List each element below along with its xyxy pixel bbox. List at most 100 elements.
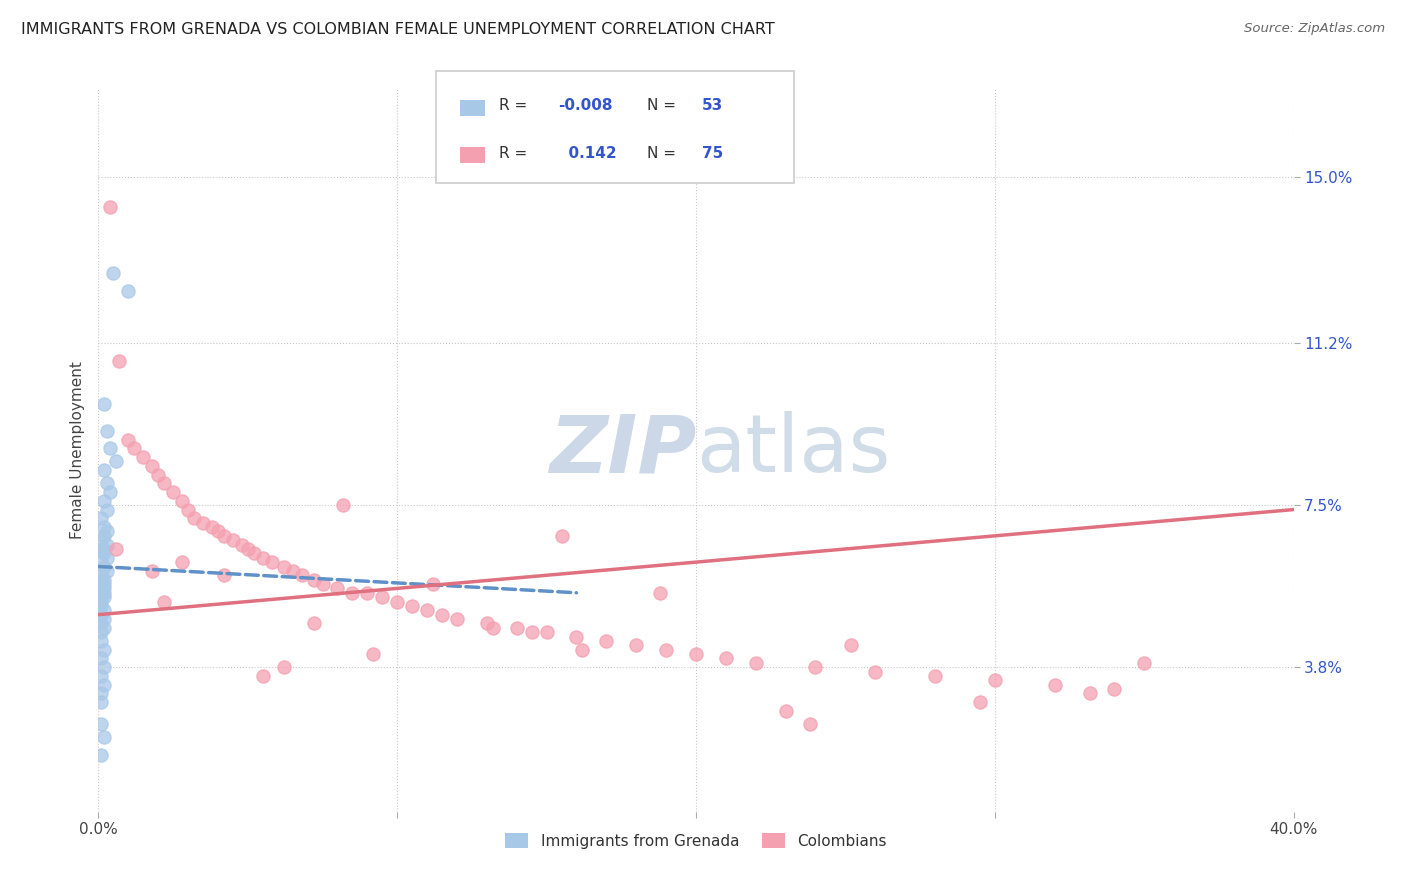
Point (243, 546, 266, 560)
Point (98, 442, 122, 456)
Point (172, 493, 194, 508)
Point (804, 660, 827, 674)
Point (93, 731, 115, 745)
Point (90, 568, 112, 582)
Point (117, 433, 139, 447)
Point (799, 717, 821, 731)
Point (93, 463, 115, 477)
Point (90, 541, 112, 556)
Point (93, 621, 115, 635)
Point (90, 511, 112, 525)
Point (302, 616, 325, 631)
Point (260, 555, 283, 569)
Point (714, 651, 737, 665)
Point (93, 603, 115, 617)
Y-axis label: Female Unemployment: Female Unemployment (69, 361, 84, 540)
Point (141, 564, 163, 578)
Point (90, 695, 112, 709)
Point (1104, 682, 1126, 697)
Text: ZIP: ZIP (548, 411, 696, 490)
Point (536, 625, 558, 640)
Point (105, 454, 128, 468)
Legend: Immigrants from Grenada, Colombians: Immigrants from Grenada, Colombians (499, 827, 893, 855)
Point (148, 467, 170, 482)
Point (96, 550, 118, 565)
Point (93, 546, 115, 560)
Point (571, 642, 593, 657)
Point (273, 559, 295, 574)
Point (90, 599, 112, 613)
Point (105, 541, 128, 556)
Point (332, 498, 354, 512)
Point (162, 485, 184, 500)
Point (231, 538, 253, 552)
Point (93, 586, 115, 600)
Point (96, 424, 118, 438)
Point (291, 568, 314, 582)
Point (141, 458, 163, 473)
Point (90, 555, 112, 569)
Point (90, 625, 112, 640)
Point (93, 541, 115, 556)
Point (841, 638, 863, 652)
Point (98, 485, 122, 500)
Point (371, 590, 394, 604)
Point (93, 529, 115, 543)
Point (865, 665, 887, 679)
Point (96, 476, 118, 491)
Point (153, 476, 176, 491)
Point (117, 284, 139, 298)
Point (385, 594, 409, 608)
Point (90, 586, 112, 600)
Text: 75: 75 (702, 145, 723, 161)
Text: R =: R = (499, 145, 533, 161)
Point (482, 621, 505, 635)
Point (401, 599, 423, 613)
Point (93, 660, 115, 674)
Text: -0.008: -0.008 (558, 98, 613, 113)
Point (153, 594, 176, 608)
Point (96, 538, 118, 552)
Point (103, 266, 125, 280)
Point (93, 577, 115, 591)
Point (984, 673, 1007, 688)
Point (90, 577, 112, 591)
Point (775, 704, 797, 718)
Point (252, 669, 274, 683)
Point (422, 577, 444, 591)
Point (685, 647, 707, 661)
Point (236, 541, 259, 556)
Text: 53: 53 (702, 98, 723, 113)
Point (1133, 656, 1156, 670)
Point (177, 502, 200, 516)
Text: R =: R = (499, 98, 533, 113)
Point (90, 651, 112, 665)
Point (506, 621, 529, 635)
Point (93, 559, 115, 574)
Point (212, 529, 235, 543)
Point (311, 577, 333, 591)
Point (416, 603, 439, 617)
Point (356, 586, 378, 600)
Point (96, 502, 118, 516)
Point (650, 586, 672, 600)
Point (212, 568, 235, 582)
Point (90, 634, 112, 648)
Point (565, 630, 588, 644)
Point (96, 524, 118, 539)
Point (96, 564, 118, 578)
Point (90, 616, 112, 631)
Point (201, 520, 224, 534)
Text: N =: N = (647, 98, 681, 113)
Point (252, 550, 274, 565)
Point (626, 638, 648, 652)
Point (969, 695, 991, 709)
Point (93, 678, 115, 692)
Point (207, 524, 229, 539)
Point (363, 647, 385, 661)
Point (90, 607, 112, 622)
Point (924, 669, 946, 683)
Point (98, 201, 122, 215)
Point (1043, 678, 1066, 692)
Point (475, 616, 498, 631)
